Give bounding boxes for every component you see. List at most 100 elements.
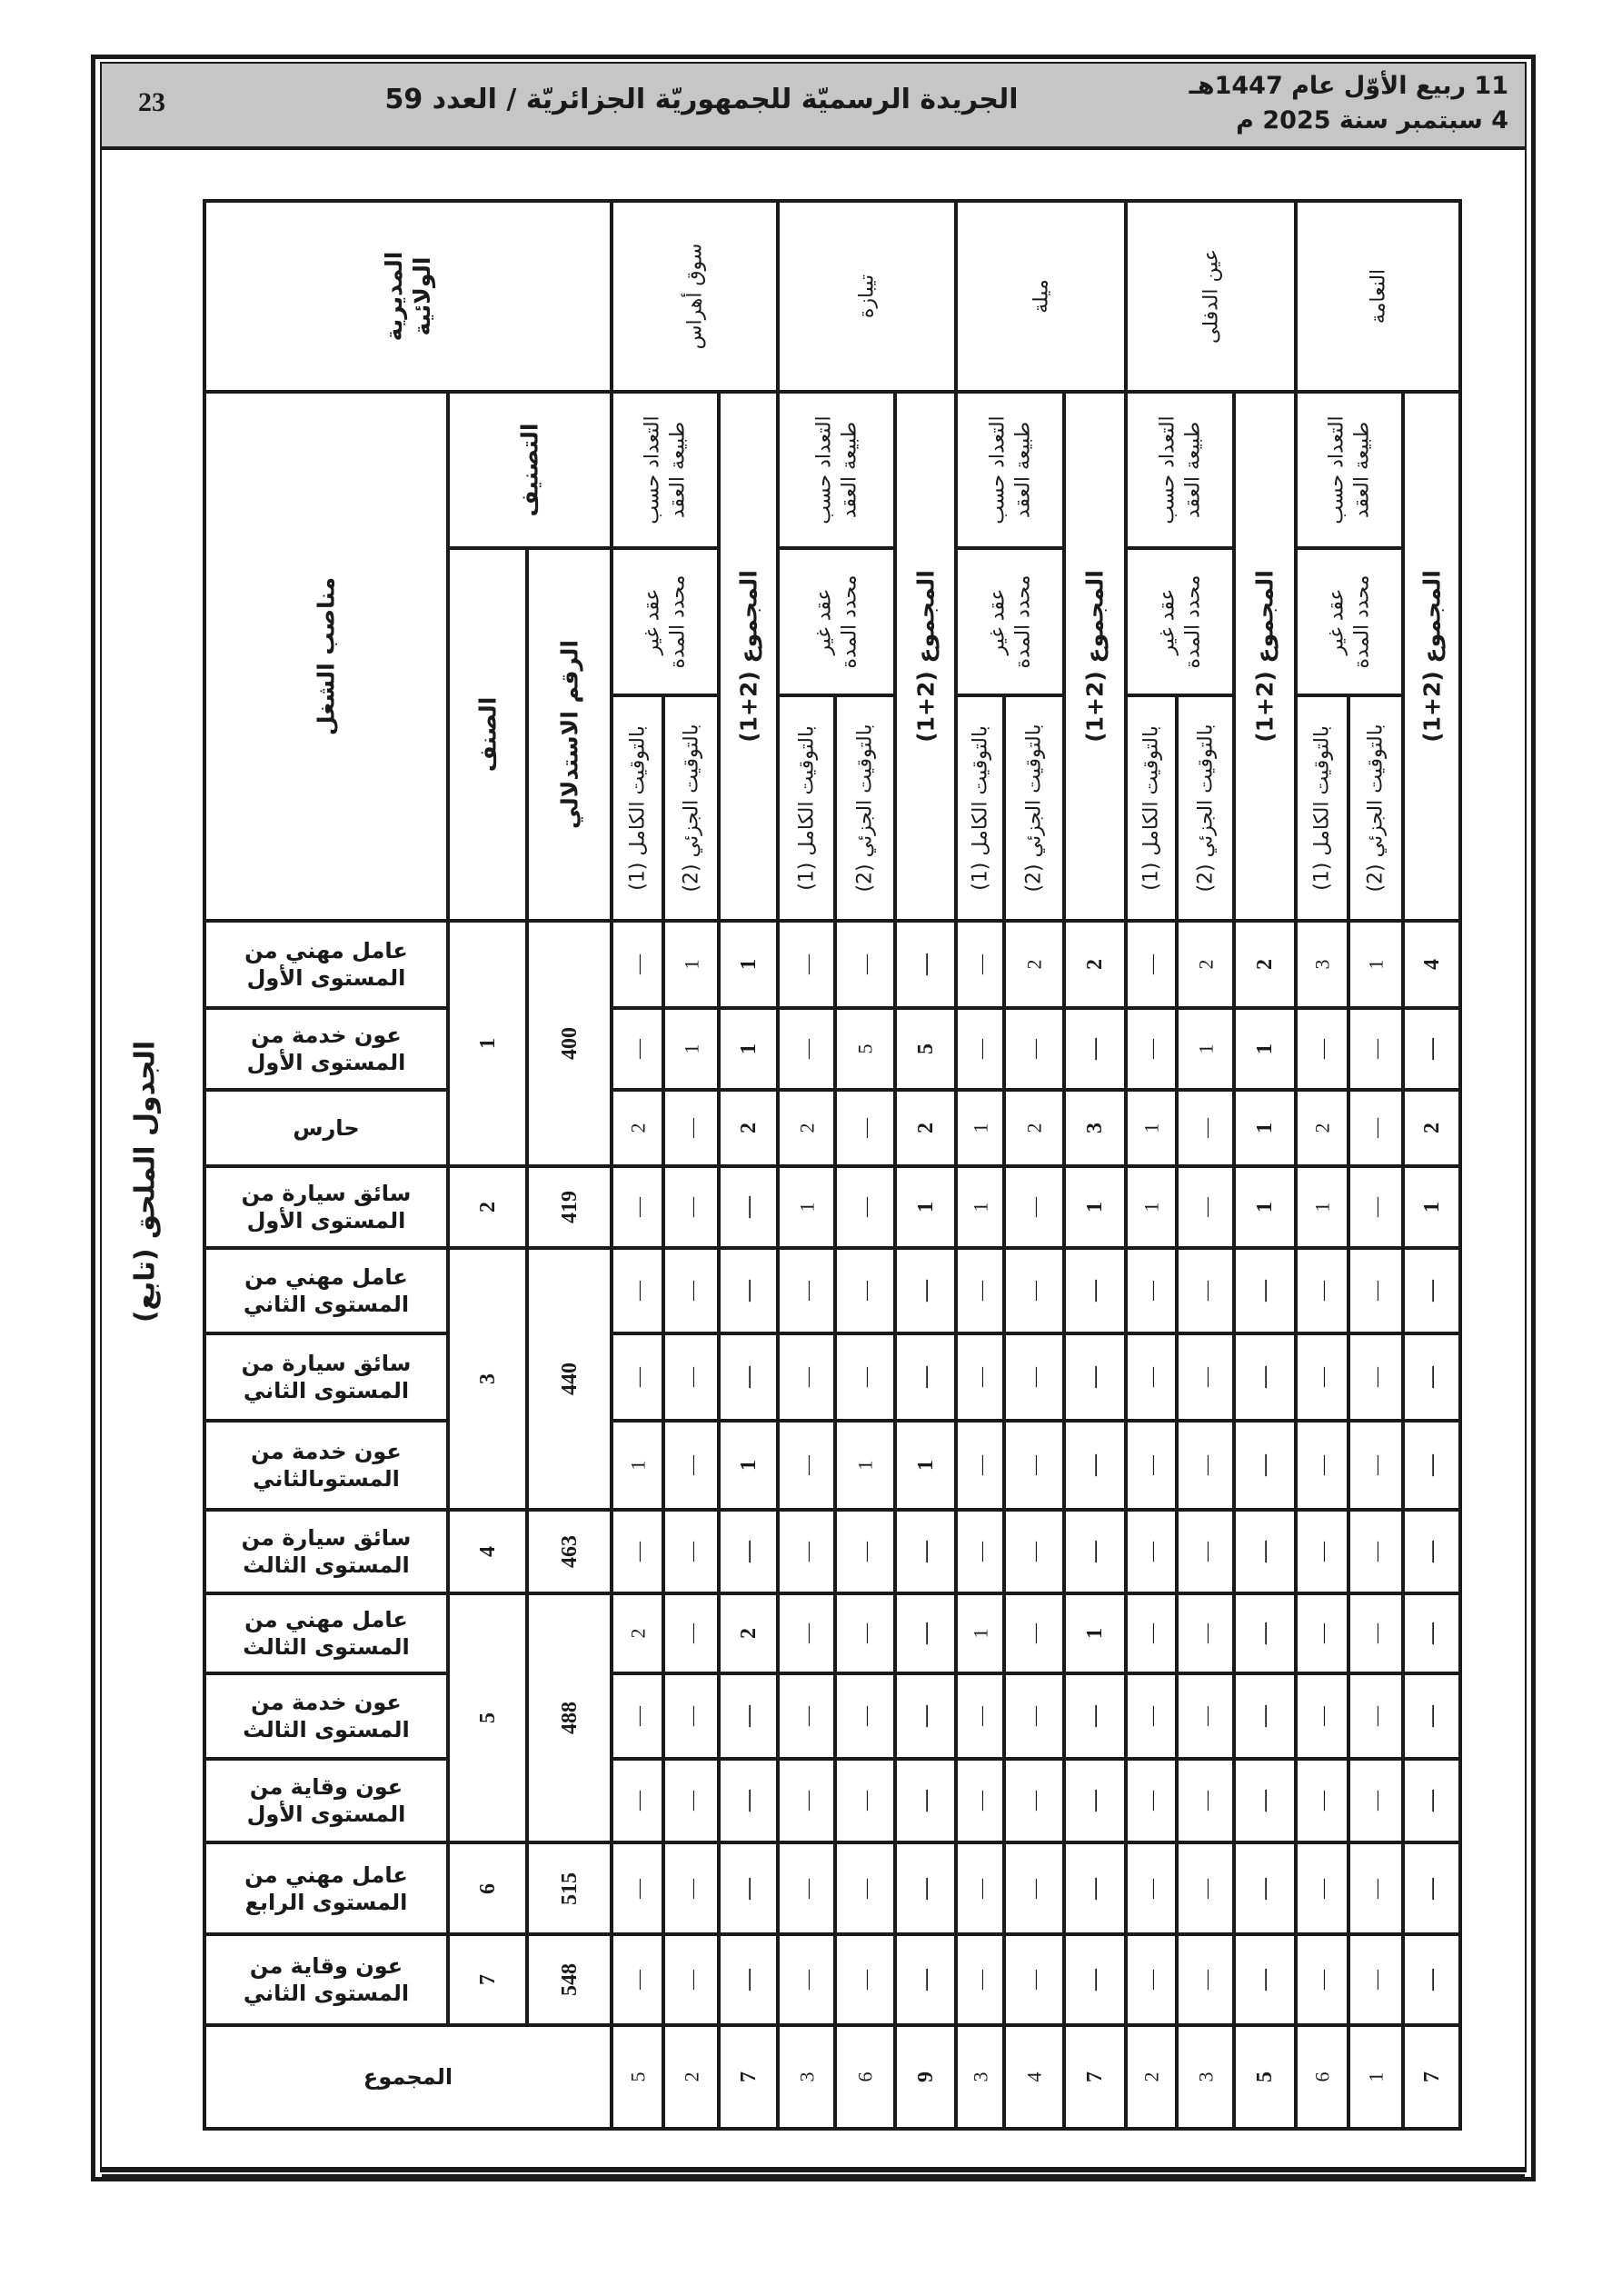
count-value-cell: — [955, 1333, 1005, 1422]
count-value: — [1022, 1878, 1046, 1899]
grand-total-value-cell: 3 [1176, 2024, 1235, 2130]
count-value: — [794, 1623, 818, 1643]
count-value: — [1193, 1970, 1217, 1990]
row-total-value-cell: — [894, 1933, 957, 2026]
row-total-value-cell: — [718, 1672, 779, 1760]
count-value-cell: — [1176, 1333, 1235, 1422]
row-total-value-cell: — [1402, 1247, 1461, 1334]
count-value: — [794, 954, 818, 974]
count-value: — [679, 1118, 702, 1138]
row-total-value: — [1253, 1705, 1277, 1727]
count-value-cell: 2 [1176, 920, 1235, 1009]
row-total-value-cell: — [894, 1247, 957, 1334]
count-value-cell: — [1295, 1333, 1349, 1422]
count-value-cell: 1 [777, 1165, 836, 1249]
count-value: — [1193, 1878, 1217, 1899]
count-value: 5 [853, 1043, 877, 1054]
grand-total-value: 2 [679, 2071, 702, 2082]
count-value: — [968, 1791, 991, 1811]
header-directorate: المديرية الولائية [380, 251, 435, 342]
count-value-cell: — [1003, 1592, 1065, 1674]
date-gregorian: 4 سبتمبر سنة 2025 م [1236, 106, 1508, 135]
count-value-cell: — [1348, 1420, 1404, 1511]
count-value-cell: — [955, 1672, 1005, 1760]
count-value-cell: — [1003, 1758, 1065, 1843]
row-total-value-cell: — [718, 1247, 779, 1334]
count-value: — [1139, 1706, 1163, 1726]
job-title: عامل مهني من المستوى الأول [244, 938, 408, 991]
grand-total-value: 5 [1253, 2071, 1277, 2082]
count-value-cell: — [834, 1758, 896, 1843]
count-value-cell: — [1176, 1247, 1235, 1334]
count-value-cell: — [955, 1247, 1005, 1334]
row-total-value: 1 [736, 959, 761, 970]
row-total-value-cell: — [1063, 1247, 1127, 1334]
index-value: 515 [557, 1872, 582, 1905]
row-total-value: — [1083, 1454, 1107, 1476]
count-value: — [1310, 1623, 1334, 1643]
row-total-value: — [1083, 1705, 1107, 1727]
count-value-cell: — [1295, 1592, 1349, 1674]
header-by-contract-cell: التعداد حسب طبيعة العقد [955, 391, 1065, 549]
index-value: 463 [557, 1535, 582, 1568]
row-total-value: — [913, 953, 938, 975]
index-value-cell: 488 [526, 1592, 612, 1843]
count-value: — [1022, 1970, 1046, 1990]
count-value-cell: — [1295, 1758, 1349, 1843]
count-value: — [1022, 1542, 1046, 1562]
category-value: 4 [475, 1546, 500, 1557]
row-total-value: — [913, 1969, 938, 1991]
count-value-cell: — [1348, 1165, 1404, 1249]
header-total-cell: المجموع (2+1) [1402, 391, 1461, 922]
count-value-cell: 1 [1125, 1089, 1178, 1167]
count-value-cell: — [1176, 1592, 1235, 1674]
row-total-value: 2 [1253, 959, 1277, 970]
count-value: — [794, 1878, 818, 1899]
count-value-cell: — [1348, 1758, 1404, 1843]
count-value: — [968, 1878, 991, 1899]
totals-label: المجموع [363, 2064, 453, 2090]
header-by-contract: التعداد حسب طبيعة العقد [812, 415, 861, 524]
count-value-cell: — [1348, 1247, 1404, 1334]
count-value: — [853, 1878, 877, 1899]
job-title-cell: عامل مهني من المستوى الأول [204, 920, 449, 1009]
journal-title: الجريدة الرسميّة للجمهوريّة الجزائريّة /… [384, 84, 1019, 115]
count-value-cell: — [1003, 1247, 1065, 1334]
row-total-value-cell: 1 [718, 920, 779, 1009]
wilaya-name-cell: تيبازة [777, 200, 957, 393]
job-title: عامل مهني من المستوى الثاني [243, 1264, 410, 1317]
count-value: — [1022, 1791, 1046, 1811]
count-value: — [1364, 1878, 1388, 1899]
header-full-time: بالتوقيت الكامل (1) [1139, 725, 1163, 891]
row-total-value: 1 [736, 1043, 761, 1054]
header-part-time-cell: بالتوقيت الجزئي (2) [834, 694, 896, 922]
count-value-cell: — [1176, 1933, 1235, 2026]
header-jobs-cell: مناصب الشغل [204, 391, 449, 922]
header-permanent-contract-cell: عقد غير محدد المدة [955, 547, 1065, 696]
header-permanent-contract: عقد غير محدد المدة [1325, 574, 1374, 669]
count-value: — [1364, 1623, 1388, 1643]
count-value: — [1022, 1623, 1046, 1643]
grand-total-value: 1 [1364, 2071, 1388, 2082]
row-total-value-cell: — [718, 1933, 779, 2026]
count-value-cell: — [777, 1592, 836, 1674]
job-title-cell: عون وقاية من المستوى الأول [204, 1758, 449, 1843]
row-total-value-cell: — [718, 1758, 779, 1843]
header-full-time-cell: بالتوقيت الكامل (1) [955, 694, 1005, 922]
count-value-cell: — [1003, 1672, 1065, 1760]
row-total-value: — [913, 1366, 938, 1388]
row-total-value: 1 [1253, 1123, 1277, 1133]
row-total-value-cell: — [718, 1333, 779, 1422]
row-total-value-cell: 1 [718, 1007, 779, 1091]
row-total-value: — [913, 1790, 938, 1812]
header-permanent-contract: عقد غير محدد المدة [641, 574, 690, 669]
job-title-cell: سائق سيارة من المستوى الثاني [204, 1333, 449, 1422]
count-value-cell: — [662, 1509, 720, 1594]
count-value-cell: — [1176, 1842, 1235, 1935]
count-value: — [1139, 1039, 1163, 1059]
count-value-cell: — [777, 920, 836, 1009]
header-part-time: بالتوقيت الجزئي (2) [1022, 724, 1046, 893]
row-total-value: — [736, 1705, 761, 1727]
grand-total-value: 9 [913, 2071, 938, 2082]
header-total: المجموع (2+1) [911, 570, 939, 743]
